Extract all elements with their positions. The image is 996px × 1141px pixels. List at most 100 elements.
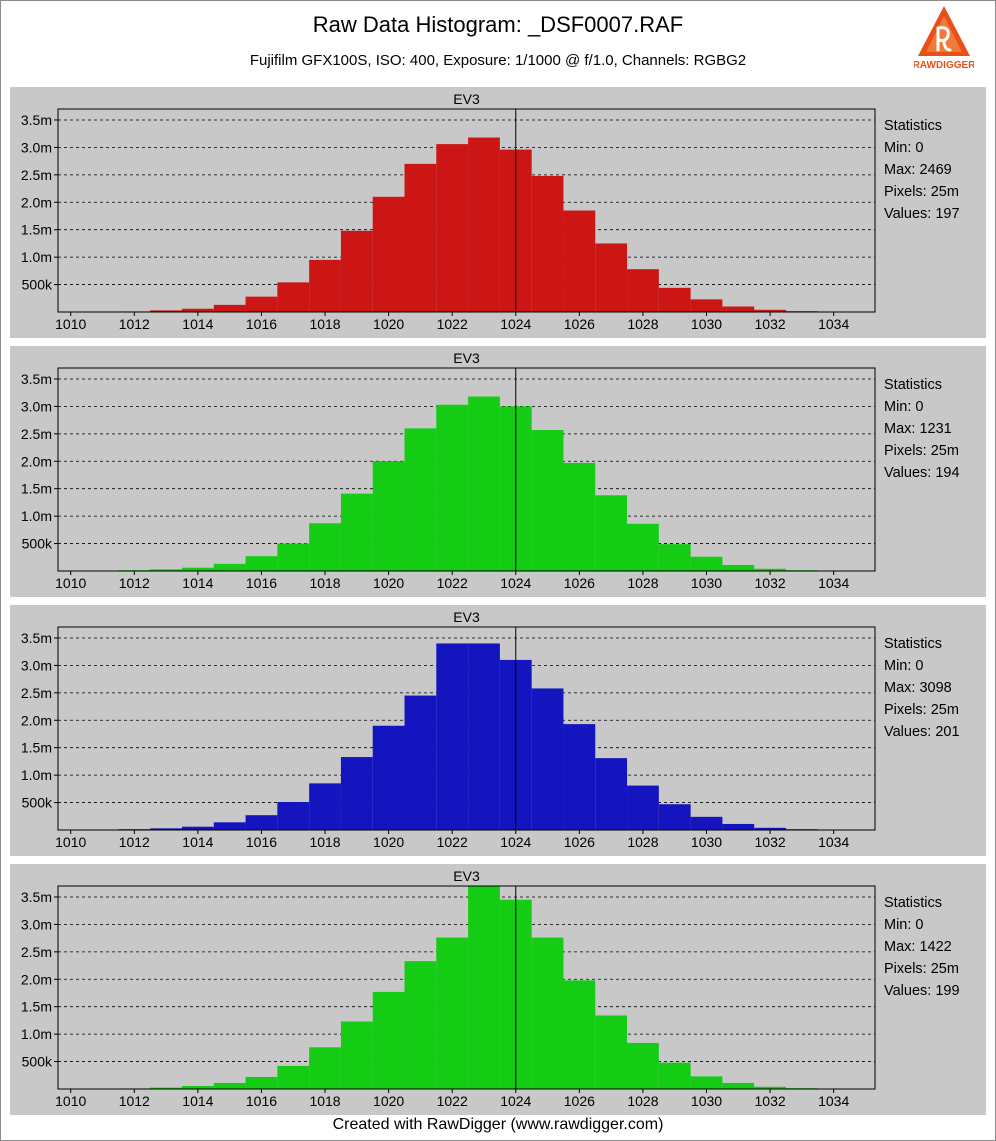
y-tick-label: 500k — [22, 1054, 53, 1070]
histogram-bar — [722, 564, 755, 571]
histogram-bar — [627, 523, 659, 571]
histogram-bar — [181, 826, 214, 830]
x-tick-label: 1034 — [818, 316, 849, 332]
rawdigger-logo: RAWDIGGER — [914, 6, 974, 71]
x-tick-label: 1024 — [500, 575, 531, 591]
histogram-panel-blue: EV3 500k 1.0m 1.5m 2.0m 2.5m 3.0m 3.5m 1010 1012 1… — [10, 605, 986, 856]
y-tick-label: 1.5m — [21, 481, 52, 497]
plot-title: EV3 — [453, 609, 480, 625]
histogram-bar — [404, 695, 437, 830]
x-tick-label: 1010 — [55, 1093, 86, 1109]
plot-title: EV3 — [453, 350, 480, 366]
stats-min: Min: 0 — [884, 399, 924, 415]
x-tick-label: 1024 — [500, 834, 531, 850]
histogram-bar — [213, 563, 246, 571]
histogram-bar — [309, 259, 341, 312]
y-tick-label: 2.0m — [21, 971, 52, 987]
histogram-bar — [277, 282, 310, 312]
y-tick-label: 2.5m — [21, 685, 52, 701]
histogram-bar — [754, 309, 786, 312]
y-tick-label: 2.5m — [21, 426, 52, 442]
y-tick-label: 3.5m — [21, 889, 52, 905]
histogram-bar — [436, 144, 469, 312]
plot-frame — [57, 367, 876, 572]
histogram-bar — [277, 1065, 310, 1089]
y-tick-label: 3.0m — [21, 398, 52, 414]
y-tick-label: 1.5m — [21, 222, 52, 238]
x-tick-label: 1014 — [182, 575, 213, 591]
logo-text: RAWDIGGER — [914, 60, 974, 71]
histogram-bar — [468, 137, 500, 312]
y-tick-label: 3.5m — [21, 371, 52, 387]
histogram-bar — [595, 758, 628, 830]
x-tick-label: 1016 — [246, 1093, 277, 1109]
histogram-bar — [150, 828, 182, 830]
stats-values: Values: 201 — [884, 724, 960, 740]
histogram-bar — [404, 961, 437, 1089]
histogram-bar — [468, 396, 500, 571]
histogram-bar — [213, 304, 246, 312]
histogram-bar — [722, 823, 755, 830]
y-tick-label: 1.5m — [21, 999, 52, 1015]
histogram-bar — [563, 210, 596, 312]
plot-title: EV3 — [453, 91, 480, 107]
x-tick-label: 1018 — [309, 316, 340, 332]
x-tick-label: 1018 — [309, 575, 340, 591]
histogram-bar — [372, 461, 405, 571]
y-tick-label: 2.5m — [21, 944, 52, 960]
x-tick-label: 1028 — [627, 834, 658, 850]
histogram-bar — [340, 1021, 373, 1089]
histogram-bar — [690, 816, 723, 830]
histogram-panel-green2: EV3 500k 1.0m 1.5m 2.0m 2.5m 3.0m 3.5m 1010 1012 1… — [10, 864, 986, 1115]
y-tick-label: 3.0m — [21, 657, 52, 673]
x-tick-label: 1024 — [500, 1093, 531, 1109]
stats-min: Min: 0 — [884, 140, 924, 156]
x-tick-label: 1034 — [818, 834, 849, 850]
y-tick-label: 500k — [22, 277, 53, 293]
stats-max: Max: 1422 — [884, 939, 952, 955]
stats-pixels: Pixels: 25m — [884, 961, 959, 977]
x-tick-label: 1032 — [755, 316, 786, 332]
logo-triangle-inner — [926, 16, 962, 52]
histogram-bar — [531, 688, 564, 830]
histogram-bar — [181, 567, 214, 571]
x-tick-label: 1028 — [627, 316, 658, 332]
y-tick-label: 2.0m — [21, 712, 52, 728]
statistics-box: Statistics Min: 0 Max: 2469 Pixels: 25m … — [884, 115, 960, 225]
histogram-bar — [754, 1086, 786, 1089]
histogram-bar — [690, 556, 723, 571]
y-tick-label: 1.0m — [21, 249, 52, 265]
histogram-bar — [245, 1076, 278, 1089]
x-tick-label: 1034 — [818, 1093, 849, 1109]
y-tick-label: 500k — [22, 795, 53, 811]
histogram-bar — [277, 802, 310, 830]
x-tick-label: 1026 — [564, 316, 595, 332]
y-tick-label: 2.0m — [21, 453, 52, 469]
stats-heading: Statistics — [884, 895, 943, 911]
stats-min: Min: 0 — [884, 917, 924, 933]
x-tick-label: 1014 — [182, 316, 213, 332]
x-tick-label: 1032 — [755, 1093, 786, 1109]
statistics-box: Statistics Min: 0 Max: 3098 Pixels: 25m … — [884, 633, 960, 743]
x-tick-label: 1016 — [246, 575, 277, 591]
histogram-bar — [563, 980, 596, 1089]
y-tick-label: 500k — [22, 536, 53, 552]
x-tick-label: 1028 — [627, 575, 658, 591]
stats-max: Max: 3098 — [884, 680, 952, 696]
histogram-bar — [468, 643, 500, 830]
x-tick-label: 1010 — [55, 834, 86, 850]
stats-pixels: Pixels: 25m — [884, 702, 959, 718]
histogram-bar — [658, 544, 691, 571]
x-tick-label: 1010 — [55, 575, 86, 591]
plot-frame — [57, 108, 876, 313]
x-tick-label: 1010 — [55, 316, 86, 332]
x-tick-label: 1030 — [691, 834, 722, 850]
histogram-bar — [340, 230, 373, 312]
histogram-bar — [245, 556, 278, 571]
histogram-bar — [690, 299, 723, 312]
x-tick-label: 1026 — [564, 834, 595, 850]
x-tick-label: 1032 — [755, 834, 786, 850]
histogram-bar — [690, 1076, 723, 1089]
histogram-bar — [595, 1015, 628, 1089]
histogram-bar — [658, 1062, 691, 1089]
